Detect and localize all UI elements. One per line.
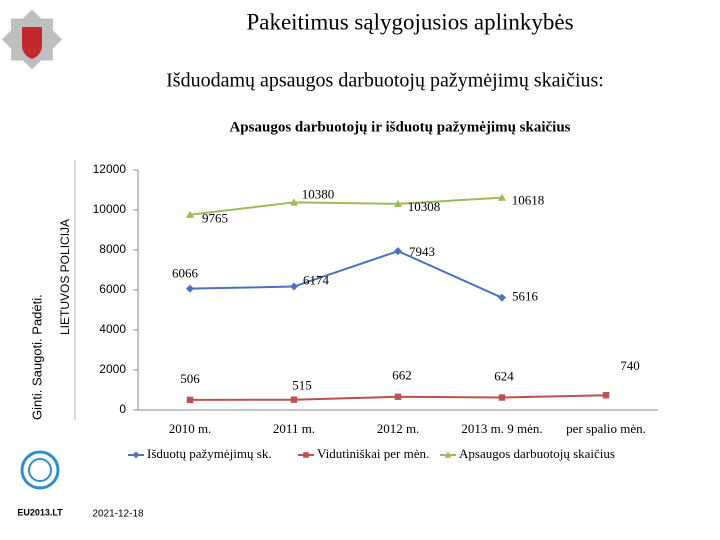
series-line [189, 250, 503, 299]
series-line [189, 196, 503, 216]
y-tick-label: 8000 [99, 242, 126, 256]
data-label: 7943 [409, 244, 435, 259]
data-label: 6174 [303, 273, 330, 288]
x-tick-label: 2012 m. [377, 421, 420, 436]
marker [132, 451, 140, 459]
data-label: 506 [180, 371, 200, 386]
marker [186, 284, 194, 293]
eu-logo [20, 450, 60, 490]
eu-logo-text: EU2013.LT [17, 507, 63, 517]
motto: Ginti. Saugoti. Padėti. [29, 294, 44, 420]
marker [290, 396, 298, 403]
marker [186, 396, 194, 404]
data-label: 740 [620, 358, 640, 373]
marker [602, 392, 610, 399]
y-tick-label: 12000 [93, 162, 127, 176]
x-tick-label: 2011 m. [273, 421, 315, 436]
data-label: 515 [292, 378, 312, 393]
data-label: 10618 [512, 193, 545, 208]
marker [394, 199, 402, 208]
data-label: 9765 [202, 211, 228, 226]
marker [498, 293, 506, 302]
date: 2021-12-18 [92, 509, 144, 520]
legend-label: Vidutiniškai per mėn. [317, 446, 429, 461]
x-tick-label: 2010 m. [169, 421, 212, 436]
data-label: 624 [494, 369, 514, 384]
chart-title: Apsaugos darbuotojų ir išduotų pažymėjim… [229, 119, 570, 135]
x-tick-label: 2013 m. 9 mėn. [461, 421, 542, 436]
y-tick-label: 2000 [99, 362, 126, 376]
y-tick-label: 4000 [99, 322, 126, 336]
marker [394, 393, 402, 400]
organization: LIETUVOS POLICIJA [58, 219, 72, 335]
slide-title: Pakeitimus sąlygojusios aplinkybės [246, 9, 573, 34]
marker [303, 452, 309, 458]
marker [290, 282, 298, 291]
y-tick-label: 10000 [93, 202, 127, 216]
marker [498, 394, 506, 401]
police-logo [2, 9, 62, 70]
marker [444, 451, 452, 458]
marker [290, 198, 298, 206]
marker [394, 247, 402, 256]
slide-subtitle: Išduodamų apsaugos darbuotojų pažymėjimų… [166, 70, 604, 92]
data-label: 6066 [172, 266, 199, 281]
data-label: 10308 [408, 199, 441, 214]
legend-label: Išduotų pažymėjimų sk. [147, 446, 272, 461]
data-label: 662 [392, 368, 412, 383]
y-tick-label: 6000 [99, 282, 126, 296]
y-tick-label: 0 [119, 402, 126, 416]
data-label: 10380 [302, 186, 335, 201]
x-tick-label: per spalio mėn. [566, 421, 646, 436]
legend-label: Apsaugos darbuotojų skaičius [459, 446, 615, 461]
marker [498, 193, 506, 201]
marker [186, 210, 194, 218]
data-label: 5616 [512, 289, 539, 304]
